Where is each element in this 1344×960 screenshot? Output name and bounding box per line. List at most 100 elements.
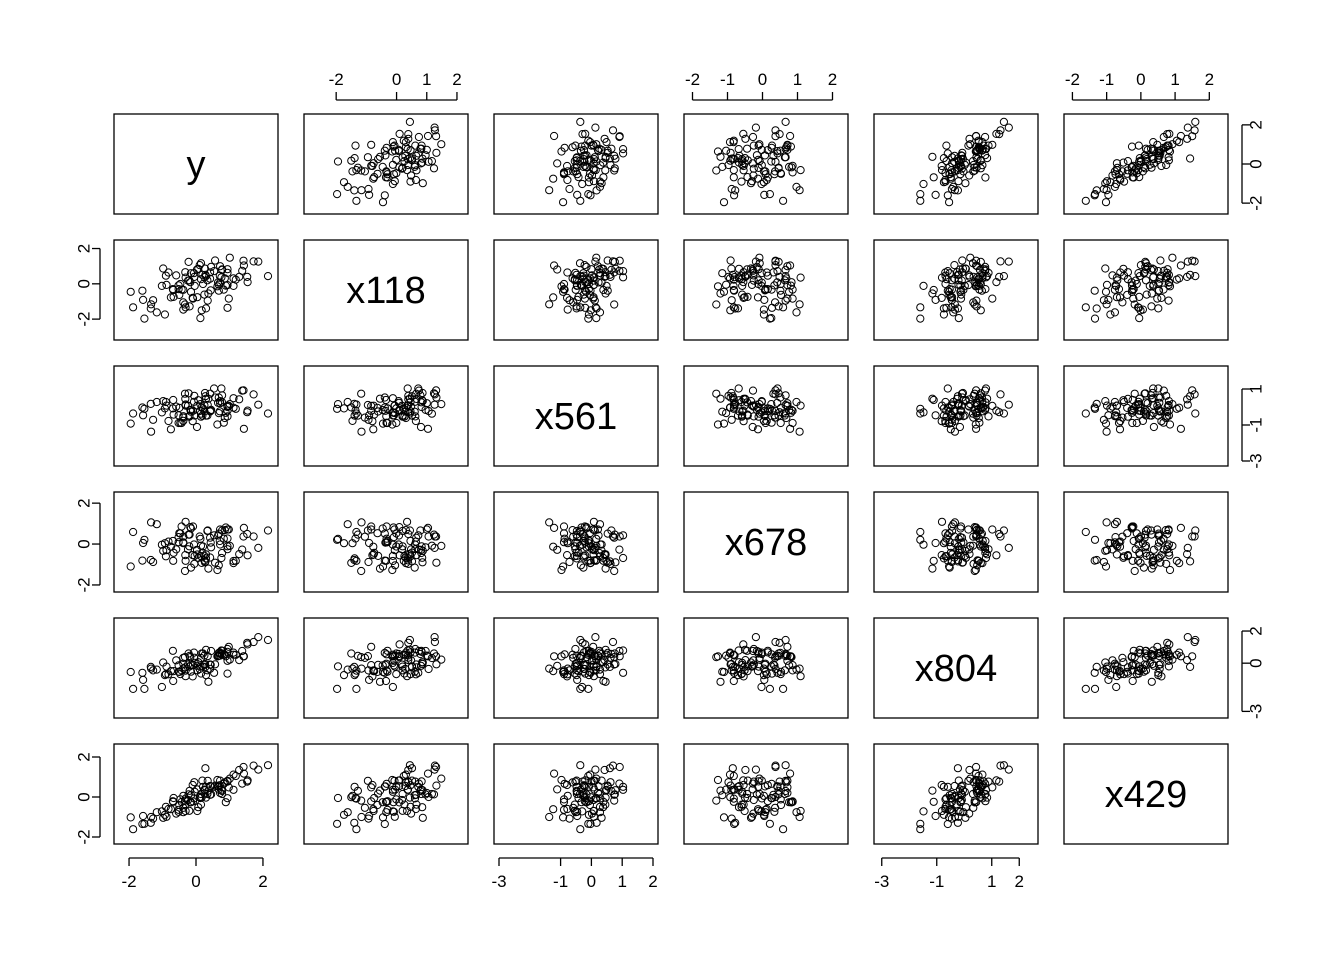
data-point xyxy=(168,646,177,655)
data-point xyxy=(1081,196,1090,205)
data-point xyxy=(350,411,359,420)
data-point xyxy=(417,402,426,412)
data-point xyxy=(200,290,209,299)
data-point xyxy=(599,285,608,295)
data-point xyxy=(928,786,937,795)
data-point xyxy=(792,808,801,817)
data-point xyxy=(1090,684,1100,694)
data-point xyxy=(333,190,342,199)
data-point xyxy=(610,300,619,309)
data-point xyxy=(168,536,177,546)
data-point xyxy=(198,279,208,289)
data-point xyxy=(733,411,743,420)
data-point xyxy=(411,416,420,426)
data-point xyxy=(731,399,740,408)
data-point xyxy=(235,656,244,665)
data-point xyxy=(418,179,427,188)
panel-y-vs-x118 xyxy=(303,113,469,215)
data-point xyxy=(211,256,220,265)
data-point xyxy=(953,764,963,773)
data-point xyxy=(339,178,349,187)
data-point xyxy=(437,400,446,409)
data-point xyxy=(992,551,1001,560)
panel-x804-vs-x118 xyxy=(303,617,469,719)
data-point xyxy=(941,418,950,428)
data-point xyxy=(559,805,569,814)
panel-y-vs-x429 xyxy=(1063,113,1229,215)
panel-frame xyxy=(303,743,469,845)
data-point xyxy=(215,781,224,790)
data-point xyxy=(1145,551,1154,561)
data-point xyxy=(979,542,988,551)
data-point xyxy=(411,141,420,150)
tick-label: 1 xyxy=(1170,70,1179,89)
data-point xyxy=(773,267,782,276)
data-point xyxy=(1004,400,1013,409)
data-point xyxy=(126,562,135,571)
data-point xyxy=(957,790,967,799)
data-point xyxy=(243,278,252,287)
data-point xyxy=(553,545,562,554)
data-point xyxy=(437,655,446,664)
data-point xyxy=(406,177,415,186)
data-point xyxy=(369,401,378,410)
data-point xyxy=(748,386,758,395)
data-point xyxy=(739,406,748,415)
data-point xyxy=(919,540,928,549)
tick-label: -1 xyxy=(1246,417,1265,432)
data-point xyxy=(1104,295,1113,304)
data-point xyxy=(988,525,997,534)
panel-x804-vs-x678 xyxy=(683,617,849,719)
data-point xyxy=(610,660,619,669)
tick-label: 2 xyxy=(258,872,267,891)
data-point xyxy=(726,256,735,265)
data-point xyxy=(243,551,252,560)
data-point xyxy=(1136,261,1146,270)
data-point xyxy=(615,762,624,772)
data-point xyxy=(737,177,746,186)
data-point xyxy=(411,175,420,185)
panel-frame xyxy=(303,365,469,467)
data-point xyxy=(381,538,390,547)
data-point xyxy=(1092,304,1101,313)
data-point xyxy=(214,529,223,538)
data-point xyxy=(996,390,1005,399)
data-point xyxy=(223,534,232,543)
data-point xyxy=(360,167,369,176)
data-point xyxy=(582,646,591,656)
data-point xyxy=(263,409,273,418)
data-point xyxy=(770,281,779,290)
data-point xyxy=(367,525,376,534)
data-point xyxy=(1149,273,1158,282)
tick-label: 2 xyxy=(74,244,93,253)
data-point xyxy=(398,789,407,799)
data-point xyxy=(404,777,413,786)
tick-label: 2 xyxy=(1015,872,1024,891)
data-point xyxy=(771,762,780,772)
data-point xyxy=(786,652,795,661)
data-point xyxy=(1110,397,1120,407)
panel-x678-vs-x118 xyxy=(303,491,469,593)
data-point xyxy=(1102,280,1112,289)
data-point xyxy=(149,415,158,424)
data-point xyxy=(223,647,232,657)
data-point xyxy=(972,131,981,141)
data-point xyxy=(937,780,946,790)
panel-frame xyxy=(493,491,659,593)
data-point xyxy=(152,520,161,529)
data-point xyxy=(977,286,987,295)
data-point xyxy=(978,274,987,283)
data-point xyxy=(729,303,738,312)
data-point xyxy=(718,407,727,416)
data-point xyxy=(139,411,148,420)
data-point xyxy=(584,782,594,791)
data-point xyxy=(957,407,966,416)
data-point xyxy=(1123,412,1133,421)
data-point xyxy=(343,520,352,529)
data-point xyxy=(591,303,600,312)
data-point xyxy=(929,173,938,182)
data-point xyxy=(743,292,752,301)
data-point xyxy=(945,290,954,299)
data-point xyxy=(591,257,600,266)
data-point xyxy=(1149,265,1159,274)
